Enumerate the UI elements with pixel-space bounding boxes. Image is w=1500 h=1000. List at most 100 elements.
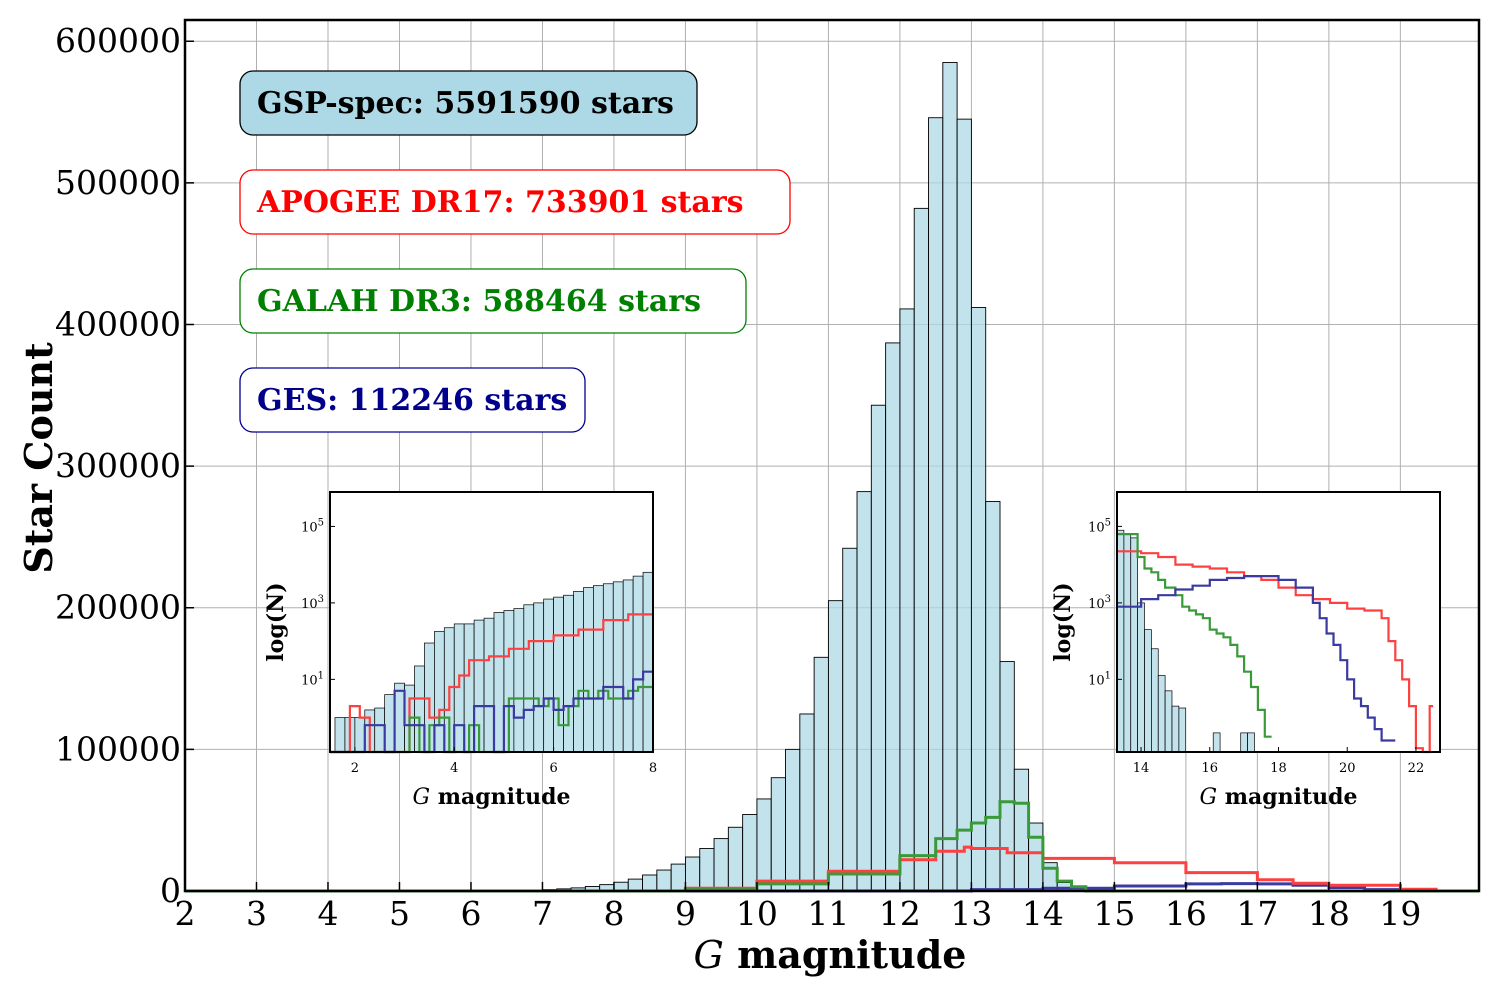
inset-gsp-bar [553,596,564,753]
x-tick-label: 3 [246,894,267,933]
label-ges-box [239,367,586,433]
inset-gsp-bar [513,608,525,753]
label-ges-text: GES: 112246 stars [257,383,567,418]
apogee-step-line [185,845,1479,893]
x-tick-label: 19 [1379,894,1421,933]
inset-gsp-bar [384,694,395,753]
survey-step-lines [185,800,1479,893]
gsp-bar [928,117,944,892]
x-tick-label: 6 [460,894,481,933]
gsp-bar [885,342,901,892]
inset-gsp-bar [1116,529,1125,753]
y-ticks: 0 100000 200000 300000 400000 500000 600000 [55,21,194,910]
ges-step-line [185,882,1479,893]
gsp-bar [856,491,872,892]
x-tick-label: 7 [532,894,553,933]
x-tick-label: 16 [1165,894,1207,933]
gsp-bar [627,878,643,892]
y-tick-label: 500000 [55,163,181,202]
gsp-bar [913,207,929,892]
inset-gsp-bar [543,598,554,753]
inset-gsp-bar [642,571,654,753]
gsp-histogram [499,62,1087,892]
x-tick-label: 5 [389,894,410,933]
x-tick-label: 11 [807,894,849,933]
inset-gsp-bar [622,579,634,753]
inset-gsp-bar [1130,537,1138,753]
inset-gsp-bar [1144,629,1152,753]
x-tick-label: 18 [1308,894,1350,933]
inset-x-tick-label: 2 [351,761,359,776]
label-apogee: APOGEE DR17: 733901 stars [239,169,791,235]
gsp-bar [742,814,758,892]
inset-x-tick-label: 8 [649,761,657,776]
label-apogee-box [239,169,791,235]
inset-y-axis-label: log(N) [263,582,289,661]
inset-gsp-bar [334,717,346,753]
gsp-bar [870,404,887,892]
label-galah-text: GALAH DR3: 588464 stars [257,284,701,319]
inset-y-tick-label: 105 [1088,517,1111,535]
gsp-bar [813,656,829,892]
inset-y-tick-label: 101 [1088,670,1111,688]
inset-gsp-bar [632,575,644,753]
gsp-bar [727,826,744,892]
x-tick-label: 13 [950,894,992,933]
inset-gsp-bar [1157,675,1166,753]
inset-gsp-bar [533,602,545,753]
inset-gsp-bar [1240,732,1248,753]
inset-gsp-bar [612,581,624,753]
y-axis-label: Star Count [16,342,61,574]
gsp-bar [827,600,844,892]
inset-x-tick-label: 16 [1202,761,1219,776]
gsp-bar [799,713,815,892]
gsp-bar [656,869,672,892]
inset-gsp-bar [523,604,535,753]
gsp-bar [942,62,958,892]
inset-y-tick-label: 103 [301,594,324,612]
label-gsp-spec-text: GSP-spec: 5591590 stars [257,86,674,121]
x-tick-label: 2 [175,894,196,933]
inset-gsp-bar [493,612,505,753]
gsp-bar [1013,768,1030,892]
gsp-bar [999,661,1015,892]
inset-y-axis-label: log(N) [1050,582,1076,661]
gsp-bar [970,307,987,892]
survey-count-labels: GSP-spec: 5591590 stars APOGEE DR17: 733… [239,70,791,433]
inset-gsp-bar [1178,707,1187,753]
inset-y-tick-label: 103 [1088,594,1111,612]
inset-ges-line [1117,575,1396,742]
inset-gsp-bar [1151,648,1159,753]
y-tick-label: 400000 [55,304,181,343]
inset-gsp-bar [354,717,366,753]
y-tick-label: 0 [160,871,181,910]
inset-x-tick-label: 20 [1339,761,1356,776]
gsp-bar [756,798,772,892]
inset-gsp-bar [1164,690,1173,753]
gsp-bar [1028,822,1044,892]
inset-gsp-bar [483,617,495,753]
inset-apogee-line [1117,550,1434,754]
y-tick-label: 100000 [55,729,181,768]
inset-gsp-bar [1171,705,1180,753]
gsp-bar [985,501,1001,892]
inset-gsp-bar [1212,732,1221,753]
gsp-bar [785,748,801,892]
y-tick-label: 600000 [55,21,181,60]
inset-x-tick-label: 4 [450,761,458,776]
label-galah: GALAH DR3: 588464 stars [239,268,747,334]
x-tick-label: 4 [317,894,338,933]
y-tick-label: 200000 [55,588,181,627]
inset-galah-line [1117,533,1272,738]
inset-gsp-bar [583,587,594,753]
inset-gsp-bar [1247,732,1255,753]
inset-faint-end: 14 16 18 20 22 101 103 105 G magnitude log(N) [1050,491,1441,810]
inset-gsp-bar [434,631,445,753]
inset-gsp-bar [1123,533,1132,753]
inset-frame [329,491,654,753]
inset-x-tick-label: 14 [1133,761,1150,776]
gsp-bar [899,308,915,892]
label-gsp-spec-box [239,70,698,136]
x-axis-label: G magnitude [694,932,967,977]
x-ticks: 2 3 4 5 6 7 8 9 10 11 12 13 14 15 16 17 18 19 [175,882,1421,933]
